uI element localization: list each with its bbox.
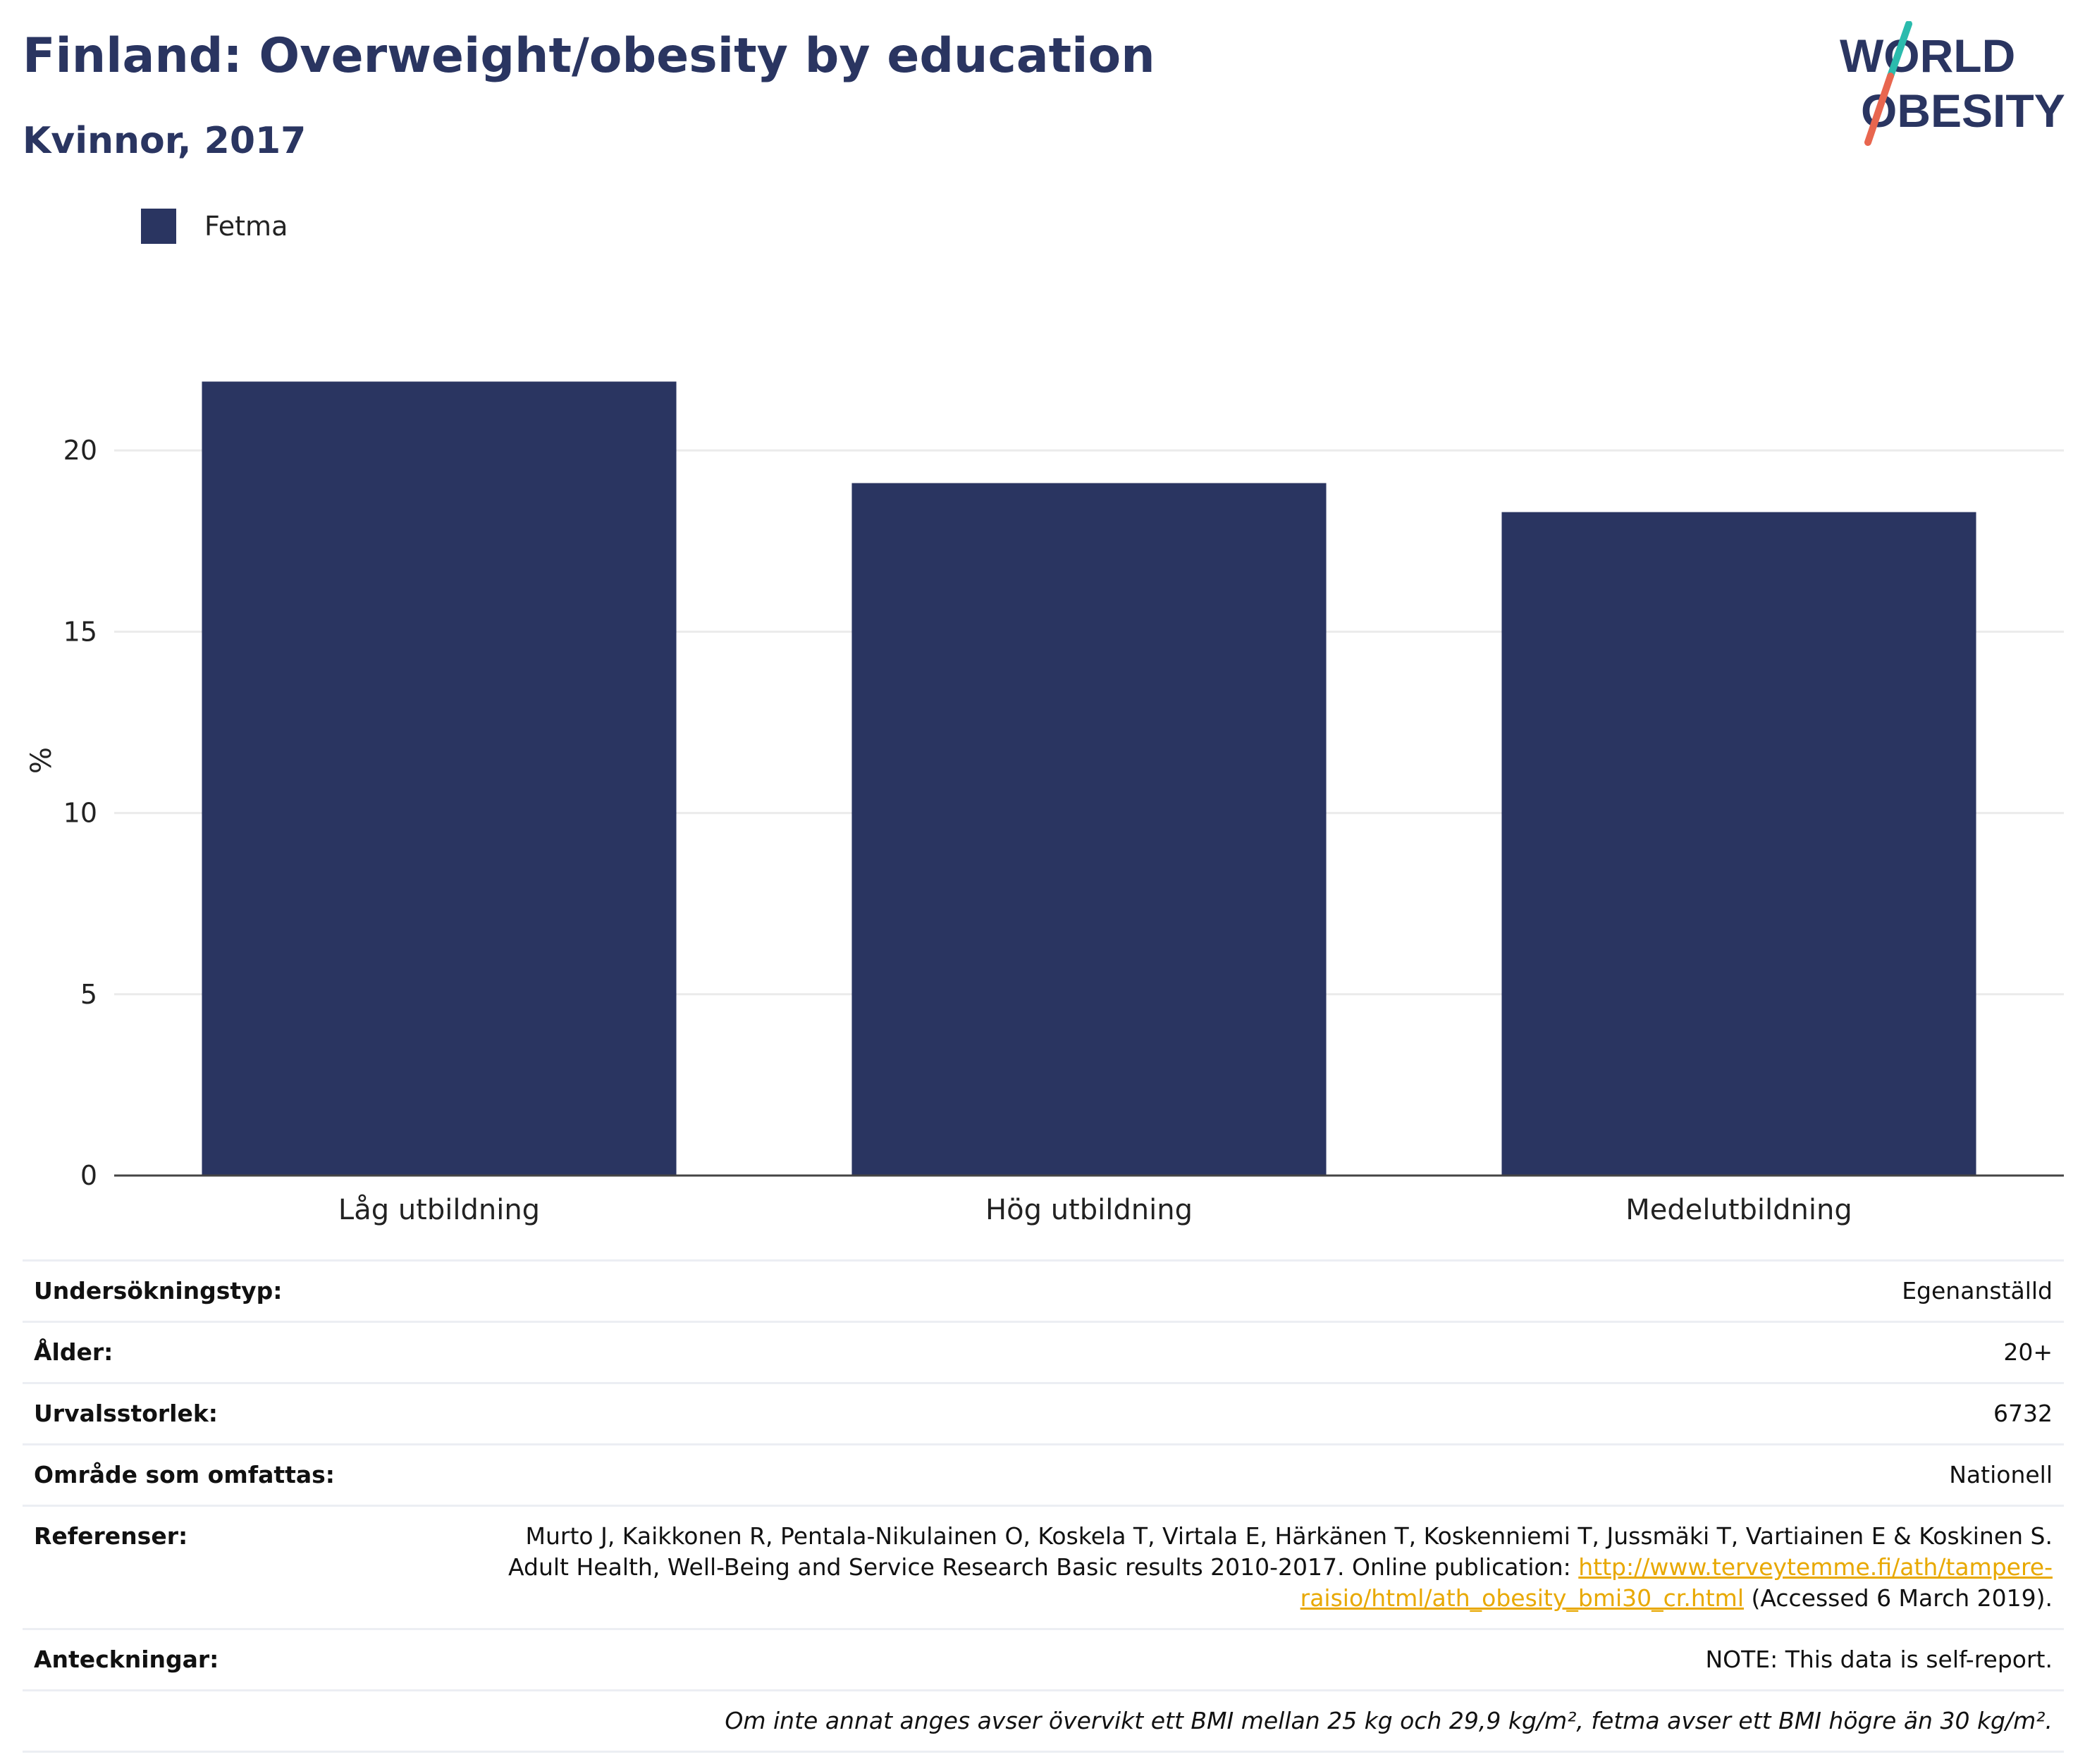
bar: [851, 483, 1327, 1176]
info-row-references: Referenser: Murto J, Kaikkonen R, Pental…: [23, 1505, 2064, 1629]
references-accessed: (Accessed 6 March 2019).: [1744, 1584, 2053, 1612]
survey-type-value: Egenanställd: [468, 1259, 2064, 1322]
info-row-footnote: Om inte annat anges avser övervikt ett B…: [23, 1689, 2064, 1753]
world-obesity-logo: WORLD OBESITY: [1840, 21, 2065, 146]
notes-label: Anteckningar:: [23, 1628, 468, 1691]
chart-legend[interactable]: Fetma: [141, 209, 288, 244]
logo-line1: WORLD: [1840, 30, 2015, 82]
chart-title: Finland: Overweight/obesity by education: [23, 28, 1155, 84]
info-row-age: Ålder: 20+: [23, 1321, 2064, 1383]
info-row-notes: Anteckningar: NOTE: This data is self-re…: [23, 1628, 2064, 1691]
bar: [202, 381, 677, 1176]
age-label: Ålder:: [23, 1321, 468, 1383]
references-link[interactable]: http://www.terveytemme.fi/ath/tampere-ra…: [1300, 1553, 2053, 1612]
references-text: Murto J, Kaikkonen R, Pentala-Nikulainen…: [508, 1522, 2053, 1581]
sample-size-value: 6732: [468, 1382, 2064, 1445]
x-tick-label: Låg utbildning: [338, 1194, 540, 1226]
bar-chart: 0 5 10 15 20% Låg utbildning Hög utbildning Med…: [25, 381, 2064, 1226]
info-row-area: Område som omfattas: Nationell: [23, 1443, 2064, 1506]
references-label: Referenser:: [23, 1505, 468, 1629]
sample-size-label: Urvalsstorlek:: [23, 1382, 468, 1445]
info-row-survey-type: Undersökningstyp: Egenanställd: [23, 1259, 2064, 1322]
y-tick-label: 0: [80, 1160, 97, 1191]
area-label: Område som omfattas:: [23, 1443, 468, 1506]
bar: [1501, 512, 1976, 1176]
logo-line2: OBESITY: [1861, 85, 2065, 137]
age-value: 20+: [468, 1321, 2064, 1383]
survey-type-label: Undersökningstyp:: [23, 1259, 468, 1322]
legend-swatch-fetma: [141, 209, 176, 244]
survey-info-table: Undersökningstyp: Egenanställd Ålder: 20…: [23, 1259, 2064, 1753]
area-value: Nationell: [468, 1443, 2064, 1506]
references-value: Murto J, Kaikkonen R, Pentala-Nikulainen…: [468, 1505, 2064, 1629]
x-tick-label: Hög utbildning: [985, 1194, 1193, 1226]
logo-slash-top: [1887, 21, 1912, 80]
y-tick-label: 20: [63, 435, 97, 466]
y-tick-label: 15: [63, 616, 97, 647]
bmi-footnote: Om inte annat anges avser övervikt ett B…: [23, 1689, 2064, 1753]
y-tick-label: 5: [80, 979, 97, 1010]
logo-slash-bottom: [1864, 73, 1894, 146]
legend-label-fetma: Fetma: [204, 211, 288, 242]
chart-subtitle: Kvinnor, 2017: [23, 120, 307, 162]
info-row-sample-size: Urvalsstorlek: 6732: [23, 1382, 2064, 1445]
x-tick-label: Medelutbildning: [1625, 1194, 1852, 1226]
y-tick-label: 10: [63, 798, 97, 829]
y-axis-title: %: [25, 747, 58, 774]
notes-value: NOTE: This data is self-report.: [468, 1628, 2064, 1691]
